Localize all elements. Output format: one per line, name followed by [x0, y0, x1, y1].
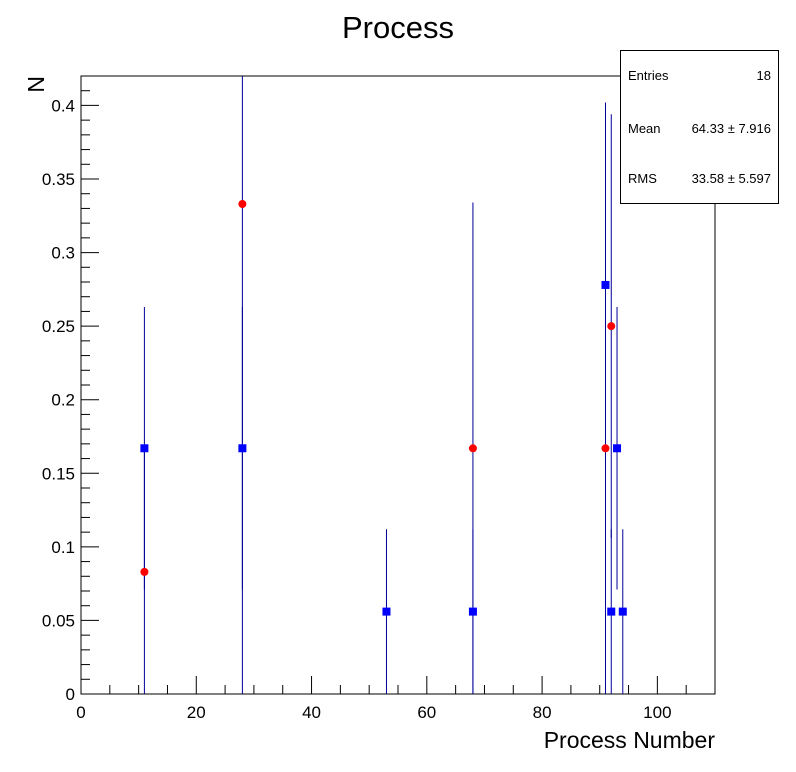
y-tick-label: 0.1 [51, 538, 75, 557]
data-point-square [468, 607, 477, 616]
stats-entries-row: Entries 18 [628, 67, 771, 85]
y-tick-label: 0.4 [51, 96, 75, 115]
x-axis-label: Process Number [544, 727, 716, 753]
data-point-square [140, 444, 149, 453]
stats-mean-row: Mean 64.33 ± 7.916 [628, 120, 771, 138]
stats-mean-label: Mean [628, 121, 661, 136]
data-point-circle [238, 200, 247, 209]
data-point-square [613, 444, 622, 453]
stats-rms-row: RMS 33.58 ± 5.597 [628, 170, 771, 188]
x-tick-label: 80 [533, 703, 552, 722]
x-tick-label: 40 [302, 703, 321, 722]
data-point-circle [468, 444, 477, 453]
stats-rms-label: RMS [628, 171, 657, 186]
data-point-square [601, 280, 610, 289]
y-tick-label: 0.35 [42, 170, 75, 189]
data-point-circle [607, 322, 616, 331]
data-marks [140, 76, 627, 694]
x-tick-label: 0 [76, 703, 85, 722]
y-tick-label: 0.2 [51, 391, 75, 410]
x-axis: 0 20 40 60 80 100 [76, 676, 716, 722]
y-tick-label: 0.05 [42, 611, 75, 630]
x-tick-label: 100 [643, 703, 671, 722]
data-point-circle [140, 567, 149, 576]
data-point-square [607, 607, 616, 616]
x-tick-label: 20 [187, 703, 206, 722]
stats-entries-value: 18 [756, 68, 771, 83]
y-axis: 0 0.05 0.1 0.15 0.2 0.25 0.3 0.35 0.4 [42, 75, 99, 704]
stats-box: Entries 18 Mean 64.33 ± 7.916 RMS 33.58 … [620, 50, 779, 204]
data-point-circle [601, 444, 610, 453]
y-tick-label: 0.15 [42, 464, 75, 483]
data-point-square [238, 444, 247, 453]
stats-entries-label: Entries [628, 68, 669, 83]
x-tick-label: 60 [417, 703, 436, 722]
stats-rms-value: 33.58 ± 5.597 [691, 171, 771, 186]
y-tick-label: 0.25 [42, 317, 75, 336]
y-tick-label: 0 [66, 685, 75, 704]
data-point-square [618, 607, 627, 616]
stats-mean-value: 64.33 ± 7.916 [691, 121, 771, 136]
data-point-square [382, 607, 391, 616]
y-tick-label: 0.3 [51, 244, 75, 263]
chart-title: Process [342, 10, 454, 45]
y-axis-label: N [23, 76, 49, 93]
